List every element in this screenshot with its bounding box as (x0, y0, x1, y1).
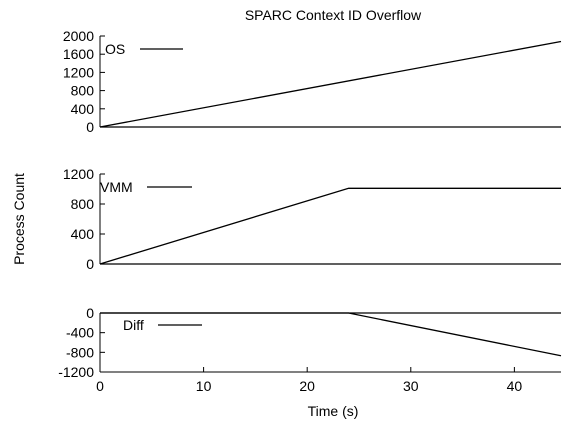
x-tick-label: 30 (403, 378, 419, 394)
x-tick-label: 0 (96, 378, 104, 394)
y-tick-label: 1200 (63, 166, 94, 182)
y-tick-label: -1200 (58, 364, 94, 380)
series-line-diff (100, 312, 562, 357)
y-tick-label: 2000 (63, 28, 94, 44)
series-line-os (99, 40, 562, 128)
x-tick-label: 40 (507, 378, 523, 394)
y-tick-label: 0 (86, 256, 94, 272)
x-axis-label: Time (s) (308, 403, 359, 419)
y-tick-label: 0 (86, 305, 94, 321)
x-tick-label: 10 (196, 378, 212, 394)
chart-title: SPARC Context ID Overflow (245, 7, 422, 23)
y-tick-label: 800 (71, 83, 95, 99)
legend-label: VMM (100, 179, 133, 195)
y-tick-label: 1600 (63, 46, 94, 62)
y-tick-label: 400 (71, 226, 95, 242)
series-line-vmm (99, 187, 561, 265)
x-tick-label: 20 (299, 378, 315, 394)
y-tick-label: -400 (66, 325, 94, 341)
y-tick-label: 400 (71, 101, 95, 117)
legend-label: OS (105, 41, 125, 57)
y-tick-label: 800 (71, 196, 95, 212)
plot-area: 0400800120016002000OS04008001200VMM-1200… (58, 28, 562, 394)
y-axis-label: Process Count (11, 173, 27, 265)
legend-label: Diff (123, 317, 144, 333)
y-tick-label: -800 (66, 344, 94, 360)
y-tick-label: 0 (86, 119, 94, 135)
y-tick-label: 1200 (63, 64, 94, 80)
